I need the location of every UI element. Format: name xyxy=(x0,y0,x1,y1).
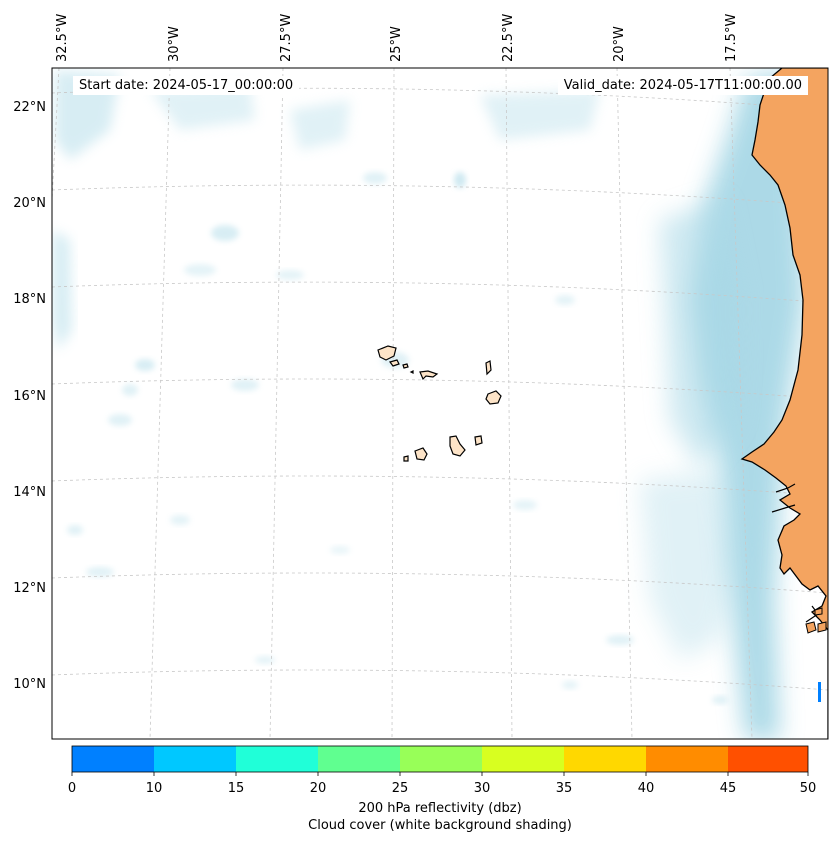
lat-label: 18°N xyxy=(13,292,46,307)
colorbar-tick: 45 xyxy=(720,781,737,796)
colorbar-bin xyxy=(564,746,646,772)
african-coast xyxy=(740,68,828,739)
lon-label: 27.5°W xyxy=(279,14,294,62)
lon-label: 22.5°W xyxy=(501,14,516,62)
cape-verde-islands xyxy=(377,345,502,462)
colorbar-bin xyxy=(646,746,728,772)
map-panel xyxy=(52,68,828,739)
colorbar-label: 200 hPa reflectivity (dbz) xyxy=(358,801,522,816)
lat-label: 22°N xyxy=(13,100,46,115)
lat-label: 12°N xyxy=(13,581,46,596)
colorbar-tick: 40 xyxy=(638,781,655,796)
lon-label: 30°W xyxy=(167,26,182,62)
colorbar-tick: 20 xyxy=(310,781,327,796)
lon-label: 25°W xyxy=(389,26,404,62)
colorbar-sublabel: Cloud cover (white background shading) xyxy=(308,818,572,833)
colorbar-tick: 25 xyxy=(392,781,409,796)
colorbar-tick: 15 xyxy=(228,781,245,796)
colorbar-bin xyxy=(482,746,564,772)
lat-label: 10°N xyxy=(13,677,46,692)
lon-label: 17.5°W xyxy=(724,14,739,62)
colorbar-bin xyxy=(236,746,318,772)
latitude-labels: 22°N 20°N 18°N 16°N 14°N 12°N 10°N xyxy=(13,100,46,692)
colorbar-tick: 50 xyxy=(800,781,817,796)
valid-date-label: Valid_date: 2024-05-17T11:00:00.00 xyxy=(557,76,808,95)
colorbar-bin xyxy=(400,746,482,772)
colorbar-frame xyxy=(71,745,809,773)
colorbar-tick: 0 xyxy=(68,781,76,796)
cloud-cover-shading xyxy=(52,70,805,739)
lat-label: 20°N xyxy=(13,196,46,211)
coast-islets xyxy=(805,607,827,634)
colorbar-bin xyxy=(154,746,236,772)
lat-label: 16°N xyxy=(13,389,46,404)
lon-label: 20°W xyxy=(612,26,627,62)
colorbar-bin xyxy=(72,746,154,772)
colorbar-tick: 10 xyxy=(146,781,163,796)
lon-label: 32.5°W xyxy=(55,14,70,62)
lat-label: 14°N xyxy=(13,485,46,500)
reflectivity-cell xyxy=(818,682,821,702)
colorbar-tick: 35 xyxy=(556,781,573,796)
start-date-label: Start date: 2024-05-17_00:00:00 xyxy=(73,76,300,95)
colorbar-tick: 30 xyxy=(474,781,491,796)
longitude-labels: 32.5°W 30°W 27.5°W 25°W 22.5°W 20°W 17.5… xyxy=(55,14,739,62)
colorbar-bin xyxy=(728,746,808,772)
colorbar: 0 10 15 20 25 30 35 40 45 50 xyxy=(68,745,817,796)
colorbar-bin xyxy=(318,746,400,772)
map-frame xyxy=(51,67,829,740)
